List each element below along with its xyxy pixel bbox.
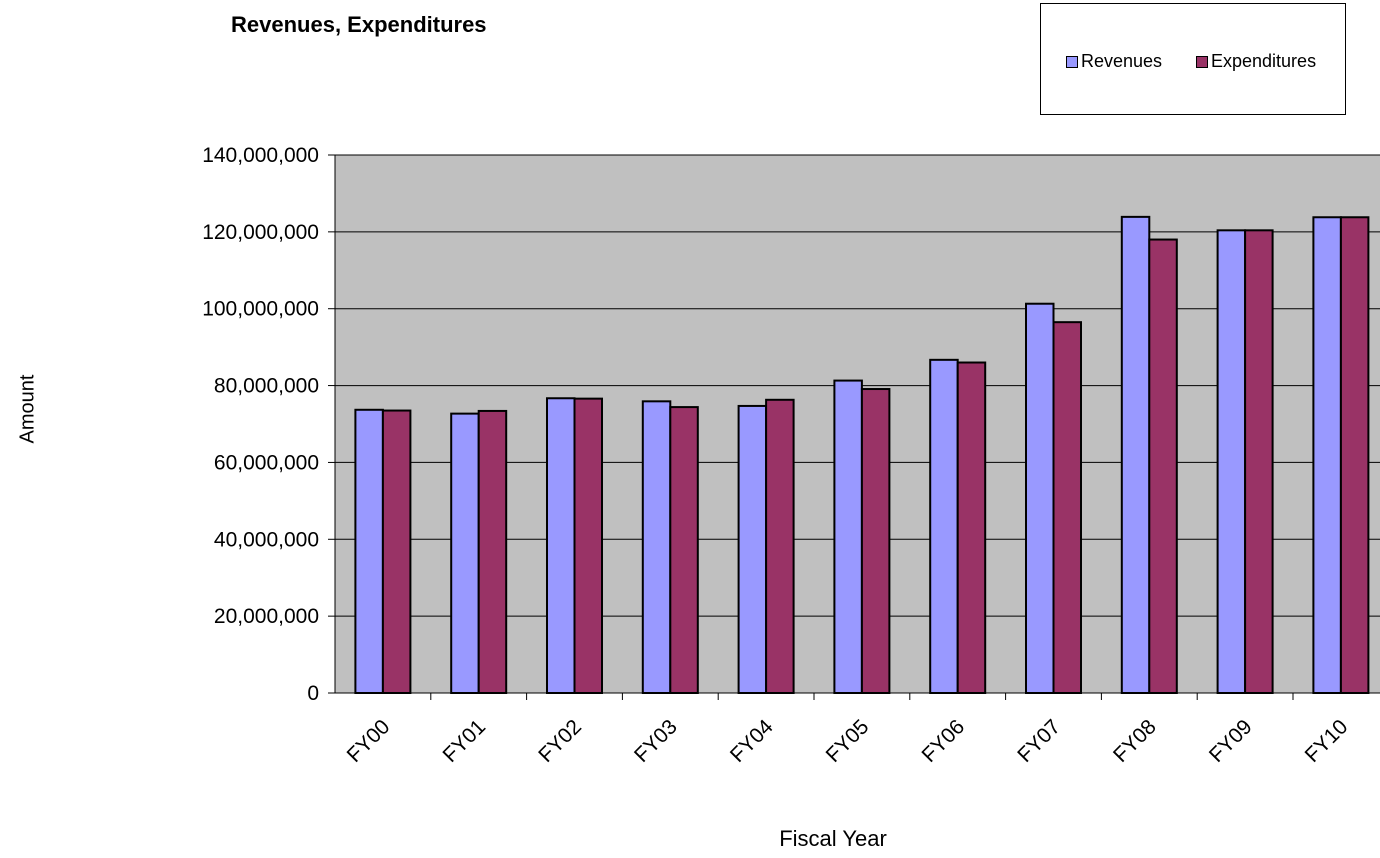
y-tick-label: 20,000,000 <box>214 605 319 628</box>
legend: Revenues Expenditures <box>1040 3 1346 115</box>
bar-revenues-fy06 <box>929 358 959 694</box>
bar-expenditures-fy00 <box>381 409 412 694</box>
bar-expenditures-fy07 <box>1052 321 1082 694</box>
x-tick-label: FY02 <box>534 715 586 767</box>
legend-label-revenues: Revenues <box>1081 51 1163 71</box>
legend-swatch-revenues <box>1066 55 1078 68</box>
bar-revenues-fy07 <box>1025 302 1055 694</box>
bar-revenues-fy09 <box>1216 229 1247 694</box>
bar-expenditures-fy06 <box>956 361 987 694</box>
legend-item-revenues: Revenues <box>1066 51 1162 72</box>
bar-revenues-fy10 <box>1312 216 1342 695</box>
x-tick-label: FY05 <box>822 715 874 767</box>
bar-revenues-fy08 <box>1120 215 1151 694</box>
y-tick-label: 40,000,000 <box>214 528 319 551</box>
bar-revenues-fy02 <box>546 397 576 694</box>
legend-label-expenditures: Expenditures <box>1211 51 1317 71</box>
x-tick-label: FY03 <box>630 715 682 767</box>
y-tick-label: 60,000,000 <box>214 451 319 474</box>
bar-revenues-fy04 <box>737 404 768 694</box>
x-tick-label: FY07 <box>1013 715 1065 767</box>
bar-expenditures-fy01 <box>477 409 508 694</box>
bar-revenues-fy00 <box>354 408 384 694</box>
legend-swatch-expenditures <box>1196 55 1208 68</box>
y-tick-label: 140,000,000 <box>202 144 319 167</box>
bar-expenditures-fy10 <box>1339 216 1370 695</box>
x-tick-label: FY00 <box>343 715 395 767</box>
bar-revenues-fy01 <box>450 412 480 694</box>
x-tick-label: FY04 <box>726 715 778 767</box>
bar-revenues-fy05 <box>833 379 863 694</box>
y-tick-label: 100,000,000 <box>202 298 319 321</box>
x-tick-label: FY08 <box>1109 715 1161 767</box>
bar-expenditures-fy08 <box>1148 238 1178 695</box>
bar-expenditures-fy05 <box>860 388 891 694</box>
x-tick-label: FY01 <box>438 715 490 767</box>
x-axis-label: Fiscal Year <box>779 826 887 851</box>
legend-item-expenditures: Expenditures <box>1196 51 1316 72</box>
y-tick-label: 120,000,000 <box>202 221 319 244</box>
x-tick-label: FY10 <box>1301 715 1353 767</box>
bar-revenues-fy03 <box>641 400 672 694</box>
chart-title: Revenues, Expenditures <box>231 12 487 37</box>
y-tick-label: 80,000,000 <box>214 375 319 398</box>
bar-expenditures-fy03 <box>669 406 699 694</box>
y-tick-label: 0 <box>307 682 319 705</box>
x-tick-label: FY09 <box>1205 715 1257 767</box>
x-tick-label: FY06 <box>917 715 969 767</box>
bar-expenditures-fy02 <box>573 397 603 694</box>
bar-expenditures-fy09 <box>1244 229 1274 694</box>
bar-expenditures-fy04 <box>765 398 795 694</box>
